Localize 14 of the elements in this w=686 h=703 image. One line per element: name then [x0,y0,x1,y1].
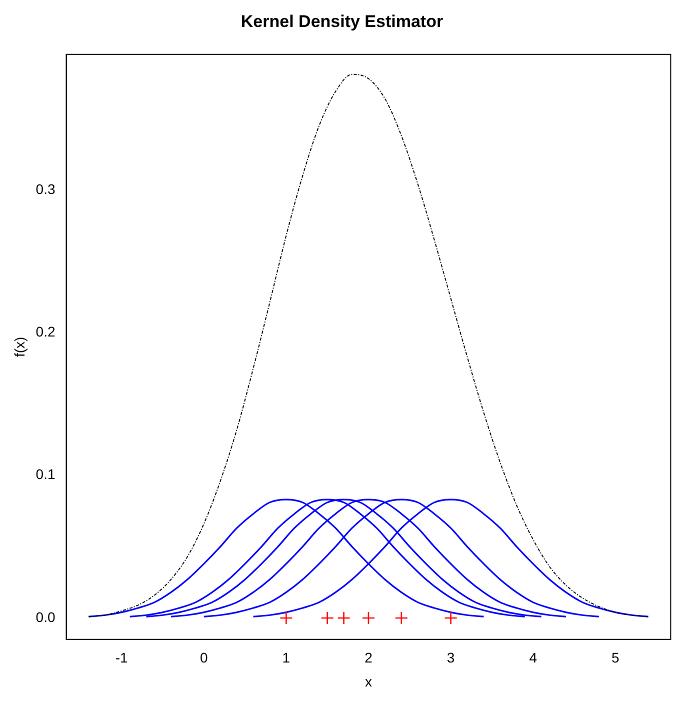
x-tick-label: 5 [611,650,620,666]
x-tick-label: 4 [529,650,538,666]
y-tick-label: 0.0 [36,608,56,625]
y-tick-label: 0.1 [36,466,56,482]
y-tick-label: 0.2 [36,323,56,340]
x-tick-label: 2 [364,650,373,666]
x-tick-label: -1 [115,650,128,666]
y-tick-label: 0.3 [36,180,56,197]
x-tick-label: 0 [200,650,208,666]
y-axis-title: f(x) [11,336,28,358]
x-tick-label: 1 [282,650,290,666]
x-axis-title: x [364,673,372,690]
chart-title: Kernel Density Estimator [240,12,444,31]
x-tick-label: 3 [446,650,455,666]
